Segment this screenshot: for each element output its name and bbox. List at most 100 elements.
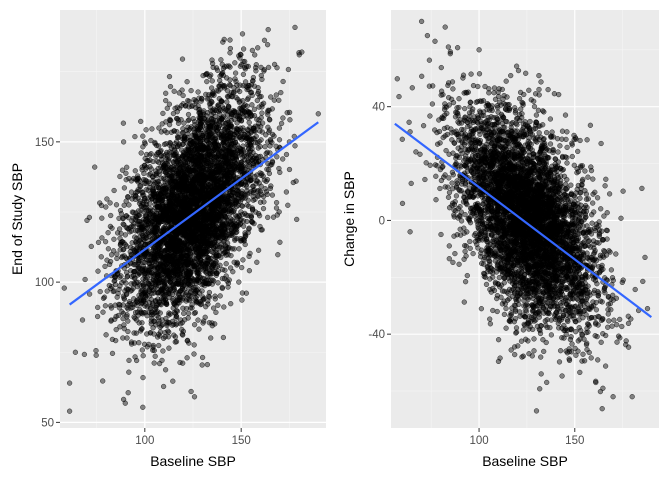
data-point [190,139,196,146]
data-point [115,312,122,319]
data-point [221,113,227,119]
data-point [227,45,234,52]
data-point [213,138,219,145]
data-point [263,189,270,195]
data-point [230,269,236,275]
data-point [260,100,267,106]
data-point [132,248,138,254]
data-point [95,268,101,274]
data-point [225,130,231,137]
data-point [222,213,228,220]
data-point [125,318,131,324]
data-point [250,197,257,203]
data-point [197,194,203,200]
data-point [135,297,141,303]
data-point [134,317,140,323]
data-point [199,119,205,125]
data-point [151,318,157,324]
data-point [159,262,165,269]
data-point [170,238,177,244]
data-point [217,173,223,180]
data-point [156,342,162,349]
data-point [162,297,168,304]
data-point [128,178,135,184]
data-point [102,239,109,245]
data-point [262,144,268,150]
data-point [238,181,245,187]
data-point [219,209,225,215]
data-point [221,196,227,202]
data-point [220,39,226,45]
data-point [183,176,190,183]
data-point [184,152,190,158]
data-point [163,90,169,96]
data-point [127,244,134,251]
data-point [184,355,190,361]
data-point [117,247,123,253]
data-point [207,272,213,278]
data-point [269,159,276,166]
data-point [199,168,205,174]
data-point [166,122,173,128]
data-point [217,147,223,153]
data-point [265,64,272,71]
data-point [100,378,106,384]
data-point [136,234,143,241]
data-point [163,97,169,104]
data-point [231,259,237,265]
data-point [296,50,302,56]
data-point [225,280,232,286]
data-point [117,207,124,214]
data-point [107,200,113,206]
data-point [169,172,175,179]
data-point [126,369,132,375]
data-point [109,336,116,343]
data-point [195,189,201,195]
data-point [166,101,173,107]
data-point [117,173,123,180]
data-point [206,148,212,154]
data-point [166,198,172,204]
data-point [104,257,110,263]
data-point [257,170,263,176]
data-point [139,320,145,326]
data-point [255,247,262,253]
data-point [209,57,215,63]
data-point [188,161,194,167]
data-point [259,110,265,116]
data-point [200,294,206,300]
data-point [150,245,157,251]
data-point [184,282,191,288]
data-point [239,290,246,296]
data-point [95,239,102,246]
data-point [140,133,146,139]
data-point [217,77,223,84]
data-point [145,179,151,185]
data-point [218,244,224,250]
data-point [124,312,130,318]
data-point [278,120,285,127]
data-point [170,378,176,384]
data-point [247,109,253,116]
data-point [240,71,247,78]
data-point [98,254,104,260]
data-point [163,269,169,276]
data-point [124,335,130,341]
data-point [119,280,125,286]
data-point [266,127,273,133]
data-point [206,101,213,107]
data-point [242,192,248,199]
data-point [244,103,250,109]
data-point [283,151,290,158]
data-point [137,328,144,334]
data-point [229,151,236,158]
data-point [217,293,223,299]
data-point [178,321,184,327]
data-point [231,246,238,252]
data-point [239,297,245,303]
data-point [250,125,256,132]
data-point [280,115,286,121]
data-point [237,88,243,95]
data-point [200,320,206,326]
data-point [256,154,262,160]
